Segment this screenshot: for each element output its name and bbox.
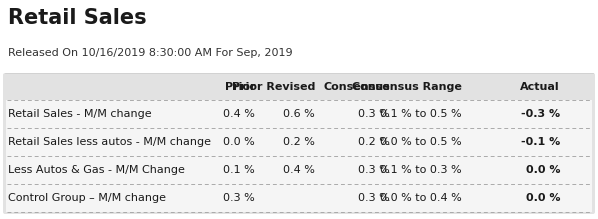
Text: 0.1 % to 0.3 %: 0.1 % to 0.3 % — [380, 165, 462, 175]
Text: 0.3 %: 0.3 % — [358, 193, 390, 203]
Text: 0.6 %: 0.6 % — [283, 109, 315, 119]
Text: Prior Revised: Prior Revised — [231, 83, 315, 92]
Text: Less Autos & Gas - M/M Change: Less Autos & Gas - M/M Change — [8, 165, 185, 175]
Text: -0.1 %: -0.1 % — [521, 137, 560, 147]
Text: 0.0 % to 0.5 %: 0.0 % to 0.5 % — [380, 137, 462, 147]
Text: 0.3 %: 0.3 % — [358, 165, 390, 175]
Text: 0.0 % to 0.4 %: 0.0 % to 0.4 % — [380, 193, 462, 203]
Text: Retail Sales less autos - M/M change: Retail Sales less autos - M/M change — [8, 137, 211, 147]
Text: -0.3 %: -0.3 % — [521, 109, 560, 119]
Text: 0.1 %: 0.1 % — [223, 165, 255, 175]
Bar — [6, 184, 592, 212]
Text: 0.3 %: 0.3 % — [223, 193, 255, 203]
Text: Control Group – M/M change: Control Group – M/M change — [8, 193, 166, 203]
Text: Actual: Actual — [520, 83, 560, 92]
Text: 0.0 %: 0.0 % — [526, 193, 560, 203]
Text: 0.4 %: 0.4 % — [283, 165, 315, 175]
FancyBboxPatch shape — [3, 73, 595, 214]
Text: Retail Sales - M/M change: Retail Sales - M/M change — [8, 109, 152, 119]
Text: 0.1 % to 0.5 %: 0.1 % to 0.5 % — [380, 109, 462, 119]
Text: Retail Sales: Retail Sales — [8, 8, 147, 28]
Bar — [6, 156, 592, 184]
Text: 0.2 %: 0.2 % — [358, 137, 390, 147]
Text: 0.3 %: 0.3 % — [358, 109, 390, 119]
Bar — [6, 128, 592, 156]
Text: 0.0 %: 0.0 % — [526, 165, 560, 175]
Text: Consensus: Consensus — [324, 83, 390, 92]
Text: 0.2 %: 0.2 % — [283, 137, 315, 147]
Text: Released On 10/16/2019 8:30:00 AM For Sep, 2019: Released On 10/16/2019 8:30:00 AM For Se… — [8, 48, 292, 58]
Bar — [6, 100, 592, 128]
Text: 0.0 %: 0.0 % — [223, 137, 255, 147]
Text: 0.4 %: 0.4 % — [223, 109, 255, 119]
Text: Prior: Prior — [224, 83, 255, 92]
Text: Consensus Range: Consensus Range — [352, 83, 462, 92]
